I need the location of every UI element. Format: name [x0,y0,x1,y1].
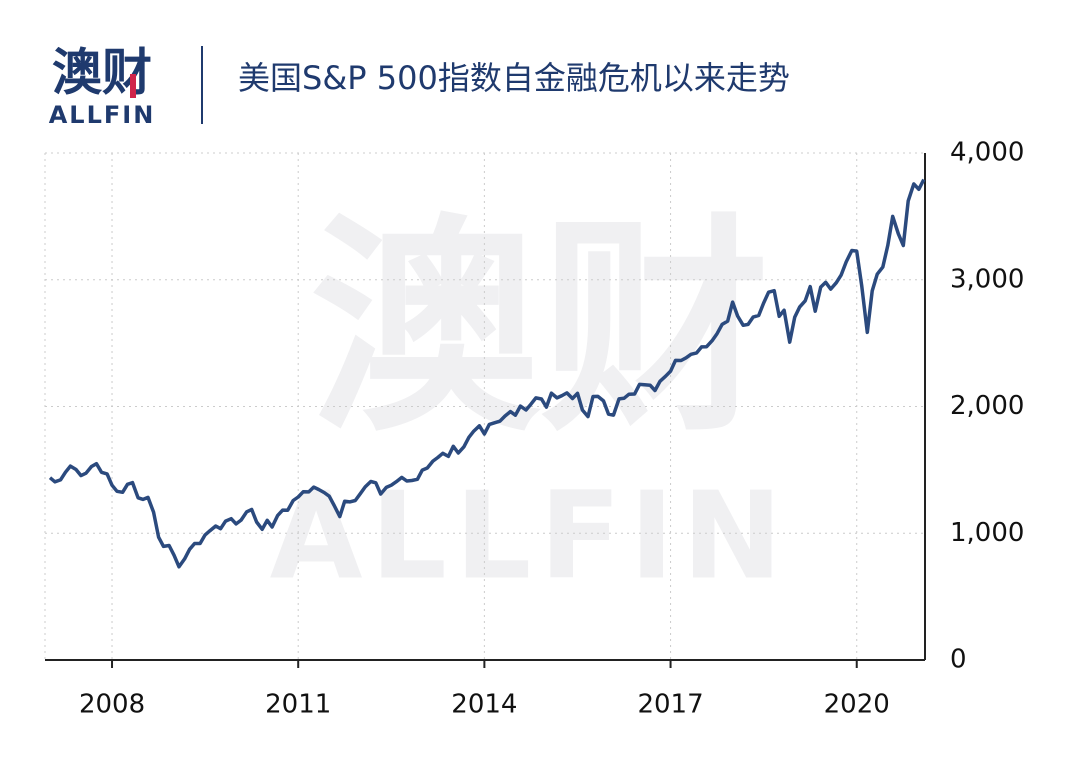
y-tick-label: 4,000 [950,138,1024,168]
x-tick-label: 2014 [451,690,517,720]
y-tick-label: 0 [950,645,967,675]
y-tick-label: 1,000 [950,518,1024,548]
x-tick-label: 2017 [637,690,703,720]
y-tick-label: 3,000 [950,264,1024,294]
line-series [48,178,926,569]
logo-cn: 澳财 [52,44,152,102]
watermark-en: ALLFIN [270,468,791,607]
chart-title: 美国S&P 500指数自金融危机以来走势 [238,59,790,97]
y-tick-label: 2,000 [950,391,1024,421]
x-tick-label: 2011 [265,690,331,720]
logo-accent [130,74,136,98]
logo-en: ALLFIN [49,101,156,129]
x-tick-label: 2020 [824,690,890,720]
x-tick-label: 2008 [79,690,145,720]
watermark-cn: 澳财 [310,196,770,463]
